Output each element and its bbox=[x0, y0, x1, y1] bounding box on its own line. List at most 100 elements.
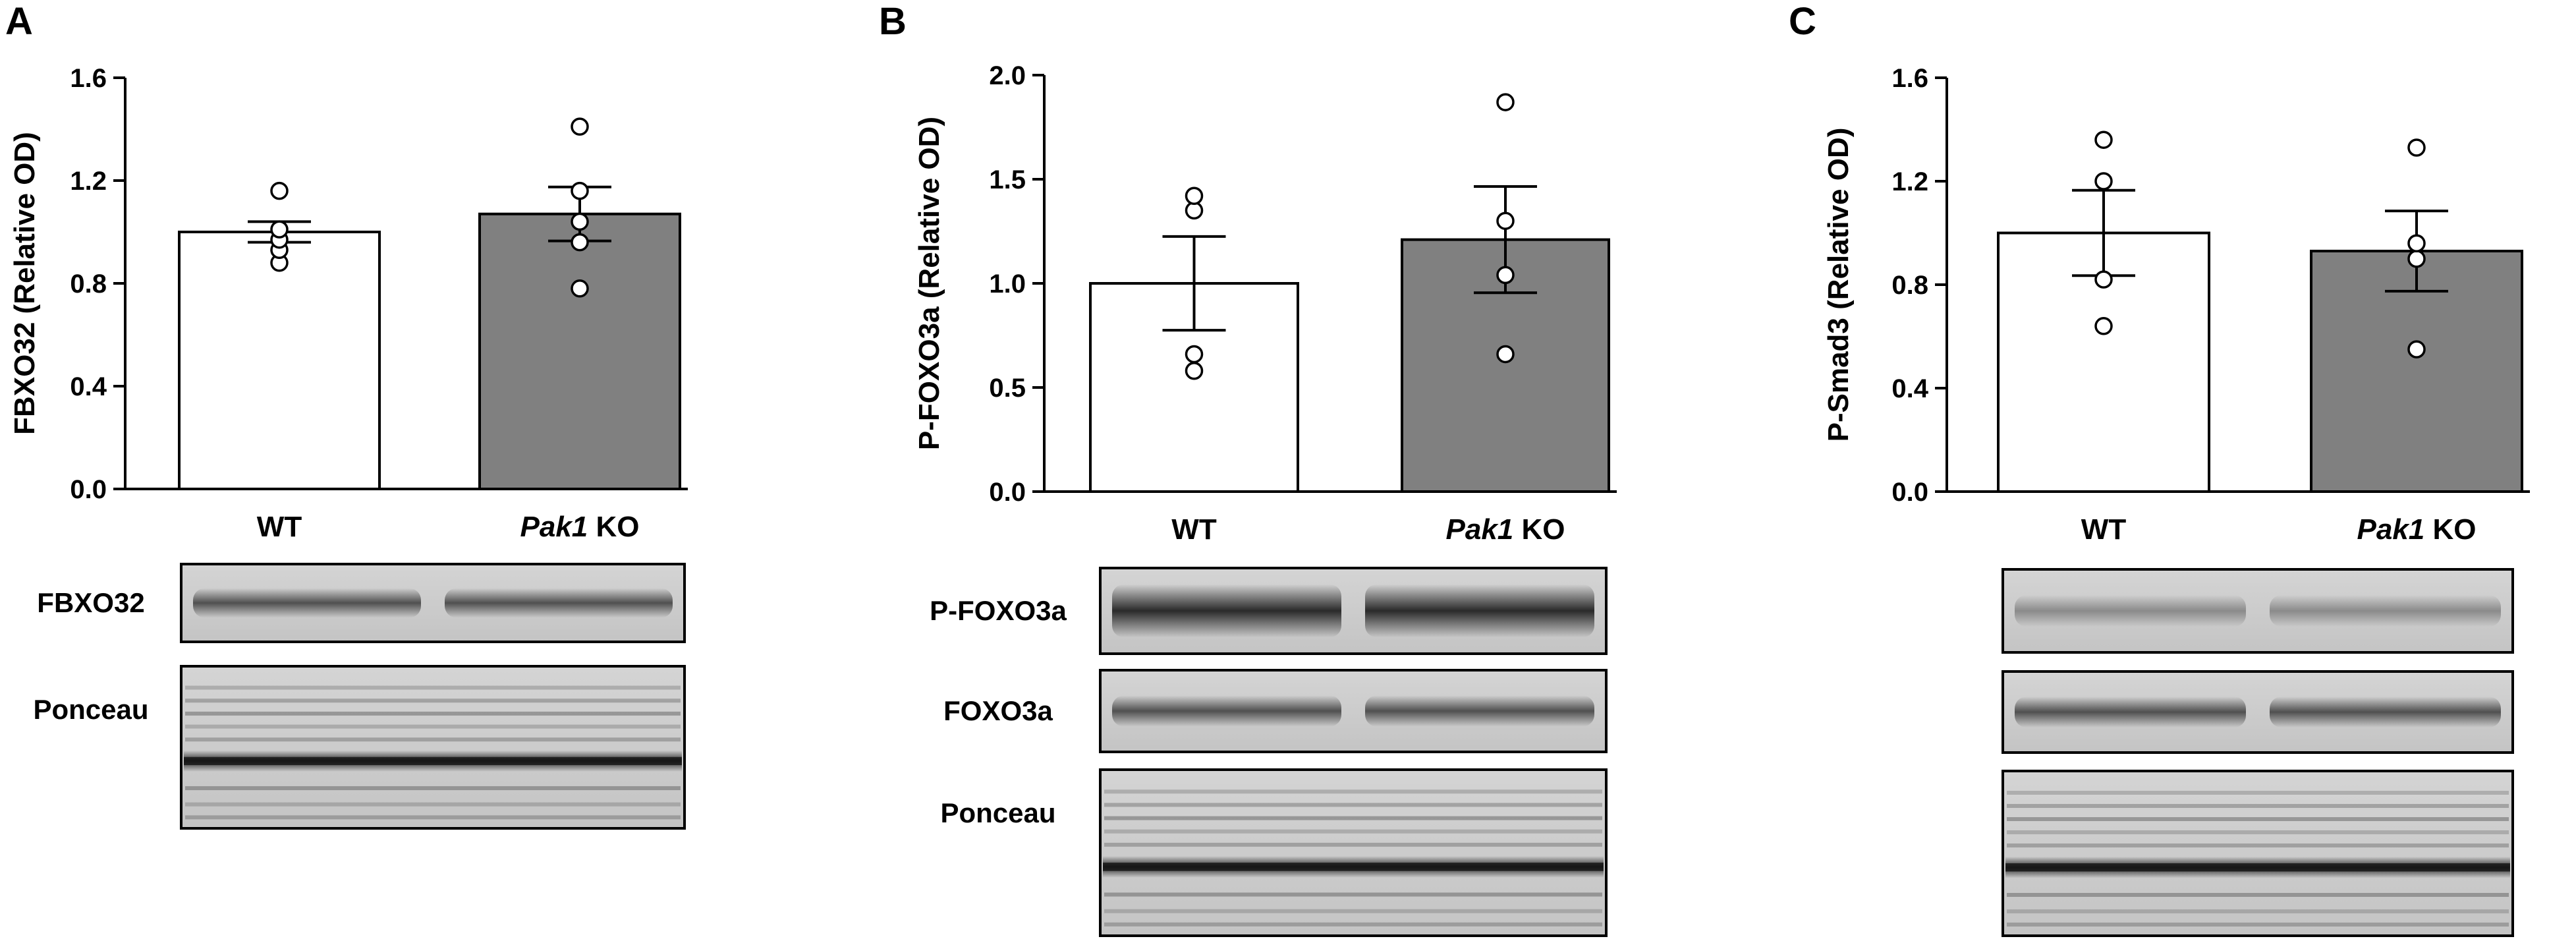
panel-C: C 0.0 0.4 0.8 1.2 1.6 P-Smad3 (Relative OD) WT P… bbox=[1789, 0, 2530, 937]
ponceau-main-band-core bbox=[2005, 863, 2510, 872]
data-point bbox=[1185, 361, 1204, 380]
ponceau-line bbox=[2007, 893, 2509, 897]
ponceau-line bbox=[2007, 804, 2509, 808]
category-rest-text: KO bbox=[2424, 513, 2476, 546]
blot-frame bbox=[180, 563, 686, 643]
blot-band bbox=[1112, 584, 1341, 638]
ponceau-line bbox=[185, 815, 681, 820]
data-point bbox=[2407, 340, 2426, 358]
x-category-label: Pak1 KO bbox=[2357, 513, 2477, 546]
blot-label: Ponceau bbox=[33, 694, 148, 725]
blot-frame bbox=[1099, 669, 1608, 753]
blot-band bbox=[1112, 695, 1341, 727]
data-point bbox=[2094, 172, 2113, 190]
y-tick-label: 0.4 bbox=[1891, 374, 1928, 403]
ponceau-line bbox=[1104, 892, 1602, 897]
blot-background bbox=[1100, 770, 1606, 936]
ponceau-line bbox=[185, 724, 681, 729]
data-point bbox=[1496, 266, 1515, 285]
y-tick-label: 0.8 bbox=[1891, 271, 1928, 300]
ponceau-line bbox=[2007, 923, 2509, 927]
data-point bbox=[2094, 130, 2113, 149]
data-point bbox=[2407, 250, 2426, 268]
data-point bbox=[571, 181, 589, 200]
panel-letter: C bbox=[1789, 0, 1816, 43]
y-axis-label: P-Smad3 (Relative OD) bbox=[1822, 128, 1855, 442]
blot-band bbox=[193, 588, 421, 618]
x-category-label: Pak1 KO bbox=[1446, 513, 1565, 546]
ponceau-line bbox=[2007, 791, 2509, 795]
y-axis-label: FBXO32 (Relative OD) bbox=[9, 132, 41, 435]
ponceau-line bbox=[1104, 816, 1602, 820]
data-point bbox=[1185, 186, 1204, 206]
blot-smad3: Smad3 bbox=[2002, 670, 2514, 754]
ponceau-line bbox=[1104, 829, 1602, 834]
blot-label: FBXO32 bbox=[37, 587, 144, 618]
blot-background bbox=[2003, 771, 2513, 936]
y-tick-label: 1.0 bbox=[989, 270, 1026, 299]
blot-fbxo32: FBXO32 bbox=[37, 563, 686, 643]
y-tick-label: 1.6 bbox=[70, 64, 107, 93]
blot-frame bbox=[2002, 770, 2514, 937]
y-tick-label: 0.4 bbox=[70, 372, 107, 401]
blot-ponceau: Ponceau bbox=[2002, 770, 2514, 937]
y-tick-label: 0.8 bbox=[70, 270, 107, 299]
y-tick-label: 0.0 bbox=[1891, 478, 1928, 507]
blot-frame bbox=[1099, 567, 1608, 655]
blot-label: Ponceau bbox=[940, 797, 1055, 828]
y-tick-label: 0.5 bbox=[989, 374, 1026, 403]
x-category-label: WT bbox=[257, 511, 302, 543]
blot-p-foxo3a: P-FOXO3a bbox=[930, 567, 1608, 655]
blot-foxo3a: FOXO3a bbox=[943, 669, 1608, 753]
blot-frame bbox=[2002, 670, 2514, 754]
data-point bbox=[2407, 234, 2426, 252]
ponceau-line bbox=[185, 786, 681, 791]
blot-band bbox=[2015, 697, 2246, 728]
data-point bbox=[270, 181, 289, 200]
y-tick-label: 0.0 bbox=[989, 478, 1026, 507]
ponceau-line bbox=[2007, 830, 2509, 834]
blot-background bbox=[181, 666, 685, 828]
category-text: WT bbox=[1171, 513, 1217, 546]
ponceau-main-band-core bbox=[184, 757, 682, 766]
panel-letter: A bbox=[5, 0, 33, 43]
x-category-label: WT bbox=[1171, 513, 1217, 546]
ponceau-line bbox=[1104, 842, 1602, 847]
ponceau-line bbox=[1104, 909, 1602, 913]
y-tick-label: 1.6 bbox=[1891, 64, 1928, 93]
y-tick-label: 0.0 bbox=[70, 475, 107, 504]
ponceau-main-band-core bbox=[1103, 863, 1604, 871]
category-rest-text: KO bbox=[1513, 513, 1565, 546]
data-point bbox=[571, 279, 589, 298]
blot-label: P-FOXO3a bbox=[930, 595, 1067, 626]
ponceau-line bbox=[2007, 843, 2509, 847]
ponceau-line bbox=[185, 699, 681, 703]
category-rest-text: KO bbox=[588, 511, 639, 543]
ponceau-line bbox=[185, 802, 681, 807]
category-italic-text: Pak1 bbox=[2357, 513, 2425, 546]
blot-frame bbox=[2002, 568, 2514, 654]
data-point bbox=[2094, 270, 2113, 289]
category-text: WT bbox=[2081, 513, 2127, 546]
data-point bbox=[1185, 345, 1204, 364]
blot-ponceau: Ponceau bbox=[33, 665, 686, 830]
blot-band bbox=[1365, 695, 1594, 727]
category-text: WT bbox=[257, 511, 302, 543]
y-axis-label: P-FOXO3a (Relative OD) bbox=[913, 117, 945, 450]
data-point bbox=[1496, 93, 1515, 111]
ponceau-line bbox=[1104, 789, 1602, 794]
data-point bbox=[1496, 345, 1515, 364]
blot-frame bbox=[180, 665, 686, 830]
ponceau-line bbox=[2007, 909, 2509, 913]
ponceau-line bbox=[1104, 803, 1602, 807]
y-tick-label: 1.2 bbox=[1891, 167, 1928, 196]
x-category-label: Pak1 KO bbox=[520, 511, 640, 543]
data-point bbox=[571, 233, 589, 252]
blot-ponceau: Ponceau bbox=[940, 768, 1608, 937]
blot-band bbox=[2015, 595, 2246, 627]
ponceau-line bbox=[185, 685, 681, 690]
y-tick-label: 1.5 bbox=[989, 165, 1026, 194]
blot-band bbox=[445, 588, 673, 618]
blot-band bbox=[1365, 584, 1594, 638]
